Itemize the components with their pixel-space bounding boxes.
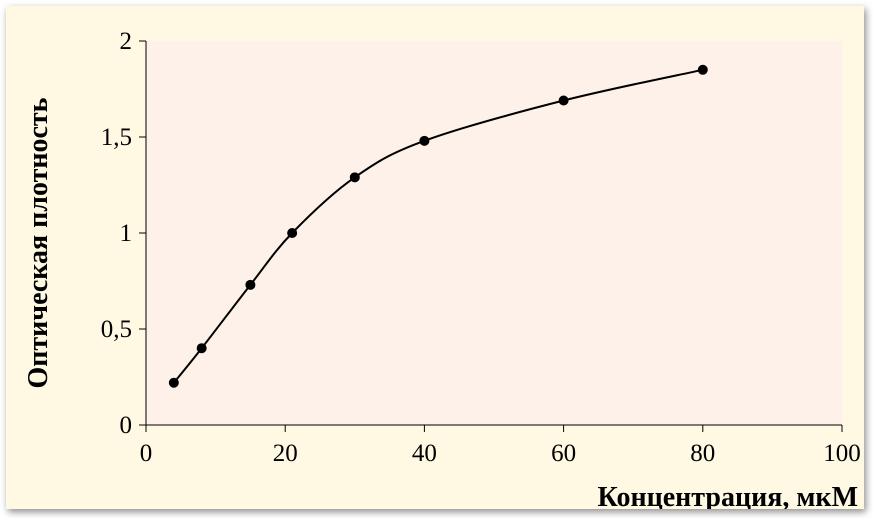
plot-area [146,41,842,425]
data-point [196,343,207,354]
x-tick-label: 80 [690,440,715,467]
chart-frame: 0 0,5 1 1,5 2 0 20 40 60 80 100 Оптическая плотнос… [6,6,864,509]
x-tick-label: 40 [412,440,437,467]
x-tick-label: 0 [140,440,153,467]
data-point [168,377,179,388]
chart-svg: 00,511,520 20 40 60 80 100 Оптическая плотнос… [23,28,861,509]
y-axis-title: Оптическая плотность [23,97,54,388]
data-point [349,172,360,183]
y-tick-label: 0 [120,412,133,439]
y-tick-label: 1 [120,220,133,247]
ticks: 00,511,520 20 40 60 80 100 [101,28,861,467]
data-point [419,135,430,146]
data-point [245,279,256,290]
data-point [558,95,569,106]
x-tick-label: 20 [273,440,298,467]
data-markers [168,64,708,388]
data-point [697,64,708,75]
data-point [287,228,298,238]
y-tick-label: 2 [120,28,133,55]
x-axis-title: Концентрация, мкМ [598,482,858,509]
x-tick-label: 100 [823,440,861,467]
y-tick-label: 0,5 [101,316,132,343]
y-tick-label: 1,5 [101,124,132,151]
x-tick-label: 60 [551,440,576,467]
